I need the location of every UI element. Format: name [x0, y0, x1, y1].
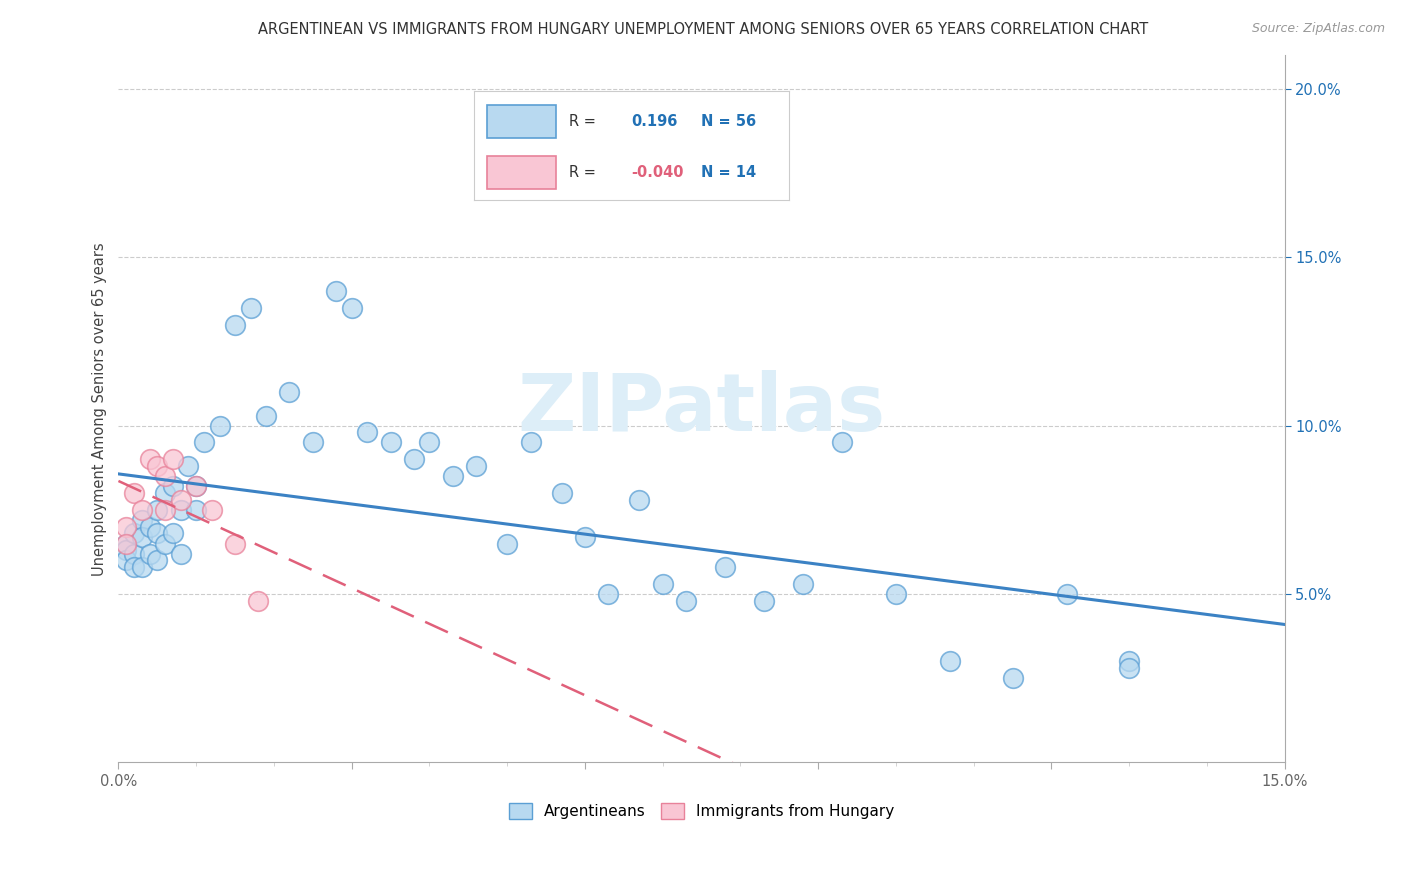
Point [122, 526, 145, 541]
Point [153, 536, 176, 550]
Point [138, 547, 160, 561]
Y-axis label: Unemployment Among Seniors over 65 years: Unemployment Among Seniors over 65 years [93, 242, 107, 575]
Point [186, 503, 208, 517]
Point [1056, 587, 1078, 601]
Point [169, 492, 191, 507]
Point [131, 530, 153, 544]
Point [1118, 654, 1140, 668]
Point [496, 536, 519, 550]
Point [153, 469, 176, 483]
Point [356, 425, 378, 440]
Point [177, 458, 200, 473]
Text: ARGENTINEAN VS IMMIGRANTS FROM HUNGARY UNEMPLOYMENT AMONG SENIORS OVER 65 YEARS : ARGENTINEAN VS IMMIGRANTS FROM HUNGARY U… [257, 22, 1149, 37]
Point [939, 654, 962, 668]
Point [146, 458, 169, 473]
Point [122, 486, 145, 500]
Point [122, 547, 145, 561]
Point [831, 435, 853, 450]
Point [224, 318, 246, 332]
Point [169, 503, 191, 517]
Point [278, 384, 301, 399]
Point [651, 577, 673, 591]
Point [598, 587, 620, 601]
Text: ZIPatlas: ZIPatlas [517, 370, 886, 448]
Point [224, 536, 246, 550]
Point [792, 577, 814, 591]
Point [115, 536, 138, 550]
Point [675, 594, 697, 608]
Point [752, 594, 775, 608]
Point [884, 587, 907, 601]
Point [115, 519, 138, 533]
Point [138, 519, 160, 533]
Point [418, 435, 440, 450]
Point [146, 553, 169, 567]
Point [1118, 661, 1140, 675]
Point [146, 503, 169, 517]
Point [201, 503, 224, 517]
Point [138, 452, 160, 467]
Point [122, 560, 145, 574]
Point [519, 435, 541, 450]
Point [131, 513, 153, 527]
Point [115, 553, 138, 567]
Point [550, 486, 572, 500]
Point [714, 560, 737, 574]
Point [162, 526, 184, 541]
Point [628, 492, 651, 507]
Point [115, 543, 138, 558]
Point [1001, 671, 1024, 685]
Point [301, 435, 323, 450]
Point [131, 503, 153, 517]
Point [162, 452, 184, 467]
Point [186, 479, 208, 493]
Point [193, 435, 215, 450]
Point [239, 301, 262, 315]
Point [131, 560, 153, 574]
Point [162, 479, 184, 493]
Point [441, 469, 464, 483]
Legend: Argentineans, Immigrants from Hungary: Argentineans, Immigrants from Hungary [503, 797, 900, 825]
Point [153, 503, 176, 517]
Point [325, 284, 347, 298]
Point [247, 594, 270, 608]
Point [340, 301, 363, 315]
Point [465, 458, 488, 473]
Point [208, 418, 231, 433]
Point [254, 409, 277, 423]
Point [169, 547, 191, 561]
Point [186, 479, 208, 493]
Point [574, 530, 596, 544]
Text: Source: ZipAtlas.com: Source: ZipAtlas.com [1251, 22, 1385, 36]
Point [380, 435, 402, 450]
Point [146, 526, 169, 541]
Point [402, 452, 425, 467]
Point [153, 486, 176, 500]
Point [115, 536, 138, 550]
